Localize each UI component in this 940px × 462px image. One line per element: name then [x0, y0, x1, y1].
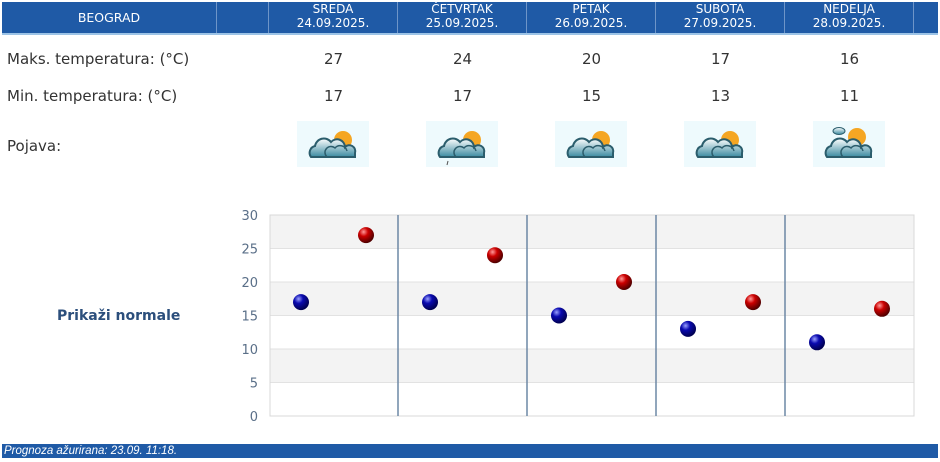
mostly-sunny-clouds-icon — [813, 121, 885, 167]
day-name: PETAK — [572, 2, 610, 16]
max-temp-point — [745, 294, 761, 311]
max-temp-value: 27 — [323, 50, 344, 68]
min-temp-value: 13 — [710, 87, 731, 105]
temperature-chart: 0 5 10 15 20 25 30 — [241, 209, 915, 425]
grid-band — [270, 282, 914, 316]
max-temp-point — [616, 274, 632, 290]
day-date: 24.09.2025. — [296, 16, 370, 30]
min-temp-value: 11 — [839, 87, 860, 105]
partly-cloudy-icon — [555, 121, 627, 167]
y-tick-label: 5 — [250, 377, 258, 392]
min-temp-value: 15 — [581, 87, 602, 105]
day-header: SUBOTA 27.09.2025. — [656, 2, 785, 33]
min-temp-point — [551, 307, 567, 324]
min-temp-point — [293, 294, 309, 311]
min-temp-point — [809, 334, 825, 351]
y-tick-label: 10 — [241, 343, 258, 358]
day-name: NEDELJA — [823, 2, 875, 16]
day-header: NEDELJA 28.09.2025. — [785, 2, 914, 33]
day-name: SUBOTA — [695, 2, 745, 16]
max-temp-point — [358, 227, 374, 244]
partly-cloudy-light-rain-icon — [426, 121, 498, 167]
day-header: PETAK 26.09.2025. — [527, 2, 656, 33]
city-name: BEOGRAD — [2, 2, 217, 33]
partly-cloudy-icon — [684, 121, 756, 167]
y-tick-label: 0 — [250, 410, 258, 425]
y-tick-label: 15 — [241, 310, 258, 325]
max-temp-label: Maks. temperatura: (°C) — [7, 50, 190, 68]
max-temp-point — [874, 300, 890, 317]
partly-cloudy-icon — [297, 121, 369, 167]
grid-band — [270, 349, 914, 383]
y-tick-label: 25 — [241, 243, 258, 258]
min-temp-label: Min. temperatura: (°C) — [7, 87, 178, 105]
forecast-header: BEOGRAD SREDA 24.09.2025. ČETVRTAK 25.09… — [2, 2, 938, 35]
max-temp-value: 17 — [710, 50, 731, 68]
min-temp-point — [422, 294, 438, 311]
day-name: SREDA — [312, 2, 354, 16]
day-header: SREDA 24.09.2025. — [269, 2, 398, 33]
day-name: ČETVRTAK — [431, 2, 493, 16]
y-tick-label: 20 — [241, 276, 258, 291]
min-temp-value: 17 — [323, 87, 344, 105]
forecast-updated: Prognoza ažurirana: 23.09. 11:18. — [2, 444, 938, 458]
y-tick-label: 30 — [241, 209, 258, 224]
day-date: 26.09.2025. — [554, 16, 628, 30]
max-temp-point — [487, 247, 503, 264]
plot-border — [269, 214, 915, 417]
day-date: 28.09.2025. — [812, 16, 886, 30]
max-temp-value: 24 — [452, 50, 473, 68]
grid-band — [270, 215, 914, 249]
max-temp-value: 16 — [839, 50, 860, 68]
day-header: ČETVRTAK 25.09.2025. — [398, 2, 527, 33]
day-date: 27.09.2025. — [683, 16, 757, 30]
min-temp-point — [680, 320, 696, 337]
show-normals-link[interactable]: Prikaži normale — [57, 308, 181, 324]
max-temp-value: 20 — [581, 50, 602, 68]
day-date: 25.09.2025. — [425, 16, 499, 30]
min-temp-value: 17 — [452, 87, 473, 105]
phenomenon-label: Pojava: — [7, 137, 62, 155]
header-spacer — [217, 2, 269, 33]
